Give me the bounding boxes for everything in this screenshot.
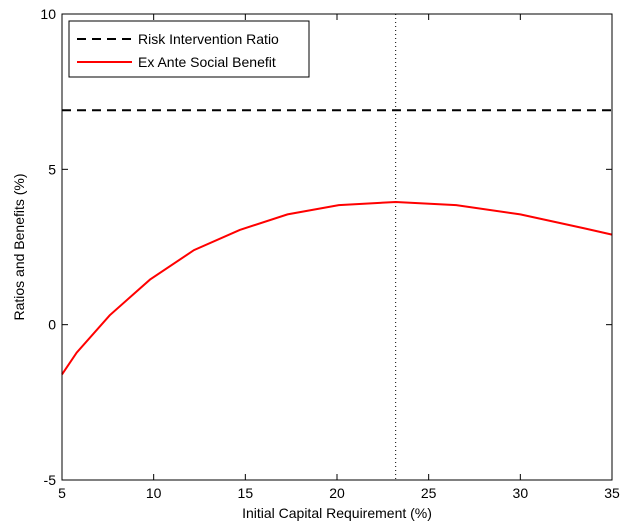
- x-tick-label: 5: [58, 485, 66, 501]
- plot-background: [62, 14, 612, 480]
- series-line-ex-ante-social-benefit: [61, 200, 613, 375]
- legend-label-ex-ante-social-benefit: Ex Ante Social Benefit: [138, 54, 276, 70]
- x-tick-label: 20: [329, 485, 345, 501]
- x-tick-label: 25: [421, 485, 437, 501]
- y-tick-label: 5: [48, 161, 56, 177]
- legend-label-risk-intervention-ratio: Risk Intervention Ratio: [138, 31, 279, 47]
- x-axis-label: Initial Capital Requirement (%): [242, 505, 432, 521]
- y-tick-labels: -5 0 5 10: [40, 6, 56, 488]
- legend: Risk Intervention Ratio Ex Ante Social B…: [68, 20, 310, 78]
- x-tick-label: 15: [238, 485, 254, 501]
- x-tick-label: 30: [513, 485, 529, 501]
- y-tick-label: 10: [40, 6, 56, 22]
- y-tick-label: -5: [44, 472, 57, 488]
- series-layer: [61, 109, 613, 375]
- y-axis-label: Ratios and Benefits (%): [11, 173, 27, 320]
- x-tick-label: 35: [604, 485, 620, 501]
- x-tick-labels: 5 10 15 20 25 30 35: [58, 485, 620, 501]
- x-tick-label: 10: [146, 485, 162, 501]
- plot-frame: [61, 13, 613, 481]
- legend-box: [68, 20, 310, 78]
- y-tick-label: 0: [48, 317, 56, 333]
